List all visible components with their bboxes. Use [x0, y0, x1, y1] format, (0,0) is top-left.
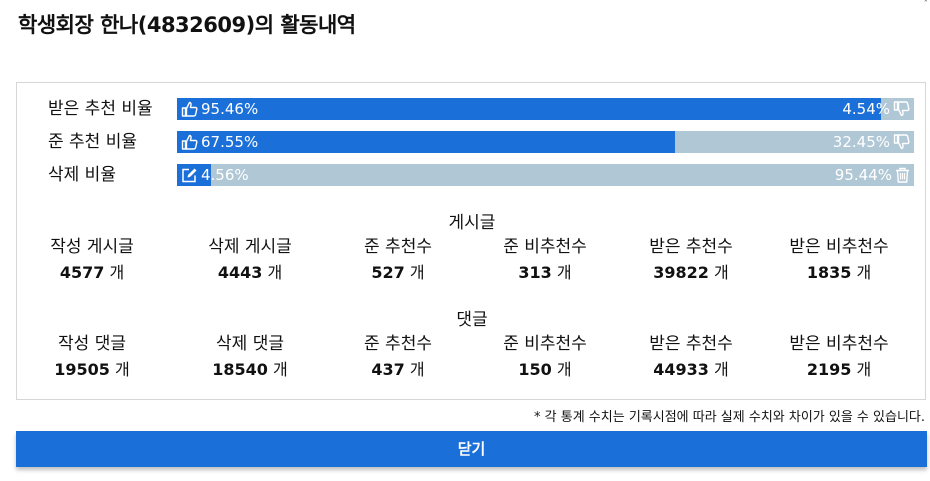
- stat-written-comments: 작성 댓글 19505 개: [17, 331, 167, 383]
- ratio-bar-track: 95.46% 4.54%: [177, 98, 914, 120]
- stat-unit: 개: [556, 263, 572, 282]
- stat-unit: 개: [714, 360, 729, 379]
- ratio-right-value: 95.44%: [834, 166, 892, 184]
- corner-mark: ˆ: [923, 0, 929, 10]
- stat-value: 39822: [653, 263, 709, 282]
- stat-received-not-recommend: 받은 비추천수 1835 개: [764, 234, 914, 286]
- trash-icon: [895, 167, 910, 183]
- stat-unit: 개: [273, 360, 288, 379]
- stat-label: 받은 비추천수: [789, 237, 889, 257]
- stat-label: 받은 추천수: [649, 237, 733, 257]
- ratio-label: 준 추천 비율: [48, 132, 138, 152]
- stat-given-not-recommend: 준 비추천수 150 개: [470, 331, 620, 383]
- ratio-left-value: 67.55%: [201, 133, 259, 151]
- stat-label: 준 비추천수: [503, 334, 587, 354]
- ratio-bar-fill: [177, 98, 881, 120]
- comments-section-title: 댓글: [456, 310, 488, 330]
- ratio-right-value: 4.54%: [842, 100, 890, 118]
- stat-value: 19505: [54, 360, 110, 379]
- stat-value: 437: [371, 360, 405, 379]
- thumbs-down-icon: [893, 134, 910, 150]
- stat-value: 2195: [806, 360, 852, 379]
- stat-deleted-comments: 삭제 댓글 18540 개: [175, 331, 325, 383]
- stat-value: 18540: [212, 360, 268, 379]
- close-button[interactable]: 닫기: [16, 431, 927, 467]
- ratio-label: 삭제 비율: [48, 165, 116, 185]
- ratio-row-received-recommend: 받은 추천 비율 95.46% 4.54%: [17, 97, 927, 121]
- ratio-label: 받은 추천 비율: [48, 99, 153, 119]
- stat-unit: 개: [409, 360, 425, 379]
- stat-deleted-posts: 삭제 게시글 4443 개: [175, 234, 325, 286]
- thumbs-up-icon: [181, 134, 198, 150]
- stat-label: 준 추천수: [364, 237, 432, 257]
- ratio-bar-track: 67.55% 32.45%: [177, 131, 914, 153]
- stat-unit: 개: [409, 263, 425, 282]
- stat-label: 삭제 댓글: [216, 334, 284, 354]
- ratio-row-given-recommend: 준 추천 비율 67.55% 32.45%: [17, 130, 927, 154]
- activity-panel: 받은 추천 비율 95.46% 4.54% 준 추천 비율 67.55% 32.…: [16, 82, 926, 400]
- stat-unit: 개: [267, 263, 283, 282]
- ratio-left-value: 4.56%: [201, 166, 249, 184]
- stat-value: 313: [518, 263, 552, 282]
- stat-given-not-recommend: 준 비추천수 313 개: [470, 234, 620, 286]
- posts-stats: 작성 게시글 4577 개 삭제 게시글 4443 개 준 추천수 527 개 …: [17, 234, 927, 288]
- stat-label: 준 추천수: [364, 334, 432, 354]
- stat-value: 4443: [217, 263, 263, 282]
- page-title: 학생회장 한나(4832609)의 활동내역: [18, 13, 356, 37]
- stat-label: 받은 비추천수: [789, 334, 889, 354]
- stat-unit: 개: [856, 360, 872, 379]
- stat-label: 받은 추천수: [649, 334, 733, 354]
- stat-label: 작성 댓글: [58, 334, 126, 354]
- stat-unit: 개: [714, 263, 729, 282]
- stat-label: 준 비추천수: [503, 237, 587, 257]
- stat-unit: 개: [856, 263, 872, 282]
- stat-received-not-recommend: 받은 비추천수 2195 개: [764, 331, 914, 383]
- thumbs-up-icon: [181, 101, 198, 117]
- stat-label: 삭제 게시글: [208, 237, 292, 257]
- stat-value: 527: [371, 263, 405, 282]
- stat-unit: 개: [115, 360, 130, 379]
- stat-value: 150: [518, 360, 552, 379]
- ratio-left-value: 95.46%: [201, 100, 259, 118]
- stat-value: 44933: [653, 360, 709, 379]
- stat-received-recommend: 받은 추천수 39822 개: [616, 234, 766, 286]
- stat-value: 1835: [806, 263, 852, 282]
- stat-unit: 개: [556, 360, 572, 379]
- thumbs-down-icon: [893, 101, 910, 117]
- ratio-bar-fill: [177, 131, 675, 153]
- stat-given-recommend: 준 추천수 437 개: [323, 331, 473, 383]
- stat-value: 4577: [59, 263, 105, 282]
- ratio-right-value: 32.45%: [832, 133, 890, 151]
- posts-section-title: 게시글: [448, 213, 496, 233]
- stat-received-recommend: 받은 추천수 44933 개: [616, 331, 766, 383]
- comments-stats: 작성 댓글 19505 개 삭제 댓글 18540 개 준 추천수 437 개 …: [17, 331, 927, 385]
- edit-icon: [181, 167, 198, 183]
- stat-written-posts: 작성 게시글 4577 개: [17, 234, 167, 286]
- ratio-bar-track: 4.56% 95.44%: [177, 164, 914, 186]
- stat-given-recommend: 준 추천수 527 개: [323, 234, 473, 286]
- stat-label: 작성 게시글: [50, 237, 134, 257]
- disclaimer-note: * 각 통계 수치는 기록시점에 따라 실제 수치와 차이가 있을 수 있습니다…: [534, 410, 925, 425]
- stat-unit: 개: [109, 263, 125, 282]
- ratio-row-delete: 삭제 비율 4.56% 95.44%: [17, 163, 927, 187]
